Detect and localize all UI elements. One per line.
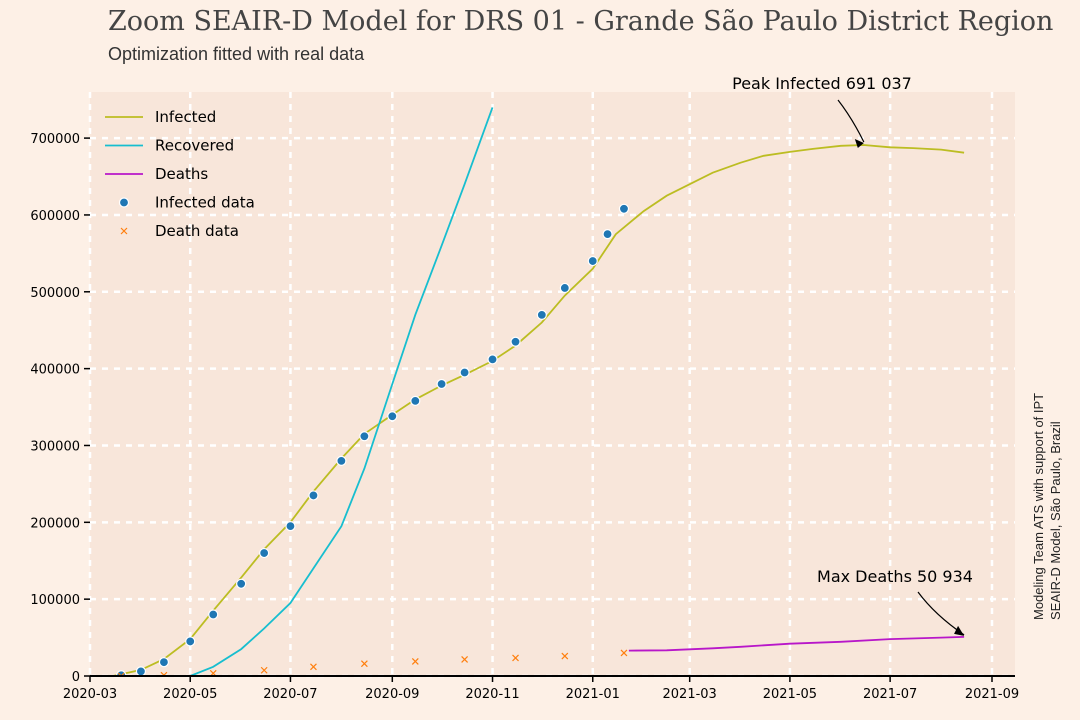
- x-tick-label: 2020-05: [163, 687, 217, 702]
- infected-data-point: [285, 521, 296, 532]
- annotations: Peak Infected 691 037 Max Deaths 50 934: [732, 74, 973, 636]
- infected-data-point: [185, 636, 196, 647]
- x-tick-label: 2020-07: [263, 687, 317, 702]
- legend-label-infected: Infected: [155, 108, 216, 126]
- annotation-max-deaths: Max Deaths 50 934: [817, 567, 973, 586]
- x-tick-label: 2021-05: [763, 687, 817, 702]
- x-tick-label: 2021-09: [965, 687, 1019, 702]
- death-data-point: [620, 649, 628, 657]
- series-line-deaths: [628, 636, 965, 652]
- legend-label-recovered: Recovered: [155, 137, 234, 155]
- y-tick-label: 200000: [30, 516, 80, 531]
- legend-label-infected-data: Infected data: [155, 194, 255, 212]
- y-tick-label: 600000: [30, 209, 80, 224]
- infected-data-point: [410, 395, 421, 407]
- legend: Infected Recovered Deaths Infected data Deat…: [105, 108, 255, 240]
- y-tick-label: 500000: [30, 286, 80, 301]
- y-tick-label: 0: [72, 670, 80, 685]
- infected-data-point: [236, 578, 247, 589]
- x-tick-label: 2020-09: [365, 687, 419, 702]
- death-data-point: [117, 672, 125, 676]
- plot-area: [90, 92, 1015, 676]
- death-data-point: [512, 654, 519, 662]
- credit-line-1: Modeling Team ATS with support of IPT: [1031, 392, 1046, 620]
- chart-subtitle: Optimization fitted with real data: [108, 44, 365, 64]
- x-tick-label: 2021-07: [863, 687, 917, 702]
- infected-data-point: [259, 547, 270, 559]
- y-tick-label: 700000: [30, 132, 80, 147]
- legend-label-death-data: Death data: [155, 222, 239, 240]
- infected-data-point: [510, 336, 521, 347]
- infected-data-point: [135, 666, 147, 676]
- infected-data-point: [158, 657, 170, 668]
- annotation-peak-infected: Peak Infected 691 037: [732, 74, 912, 93]
- annotation-arrowhead-peak: [854, 138, 864, 148]
- infected-data-point: [387, 411, 398, 422]
- death-data-point: [411, 657, 419, 665]
- grid: [88, 92, 1015, 678]
- death-data-point: [461, 656, 469, 663]
- infected-data-point: [618, 203, 630, 214]
- series-line-recovered: [189, 107, 494, 676]
- legend-swatch-death-data: [120, 227, 128, 235]
- infected-data-point: [208, 609, 219, 620]
- chart-title: Zoom SEAIR-D Model for DRS 01 - Grande S…: [108, 6, 1054, 37]
- x-tick-label: 2021-03: [663, 687, 717, 702]
- y-tick-label: 100000: [30, 593, 80, 608]
- x-tick-label: 2020-03: [63, 687, 117, 702]
- legend-label-deaths: Deaths: [155, 165, 208, 183]
- infected-data-point: [459, 367, 470, 378]
- x-tick-label: 2021-01: [566, 687, 620, 702]
- infected-data-point: [559, 282, 570, 294]
- series-line-infected: [112, 144, 965, 676]
- series-layer: [112, 107, 965, 676]
- annotation-arrowhead-deaths: [954, 625, 965, 636]
- death-data-point: [260, 666, 268, 674]
- infected-data-point: [336, 455, 347, 466]
- annotation-arrow-peak: [837, 99, 865, 143]
- infected-data-point: [487, 354, 498, 365]
- legend-swatch-infected-data: [118, 197, 130, 208]
- y-tick-label: 400000: [30, 363, 80, 378]
- death-data-point: [360, 660, 368, 668]
- infected-data-point: [359, 431, 370, 442]
- infected-data-point: [436, 378, 447, 390]
- axes: 2020-03 2020-05 2020-07 2020-09 2020-11 2021-…: [30, 132, 1019, 702]
- series-clip-group: [112, 107, 965, 676]
- credit-line-2: SEAIR-D Model, São Paulo, Brazil: [1048, 421, 1063, 620]
- credit-text: Modeling Team ATS with support of IPT SE…: [1030, 393, 1064, 620]
- x-tick-label: 2020-11: [465, 687, 519, 702]
- y-tick-label: 300000: [30, 439, 80, 454]
- infected-data-point: [587, 255, 598, 267]
- infected-data-point: [602, 229, 613, 240]
- death-data-point: [561, 652, 569, 660]
- infected-data-point: [308, 490, 319, 501]
- infected-data-point: [536, 309, 547, 320]
- death-data-point: [310, 663, 317, 671]
